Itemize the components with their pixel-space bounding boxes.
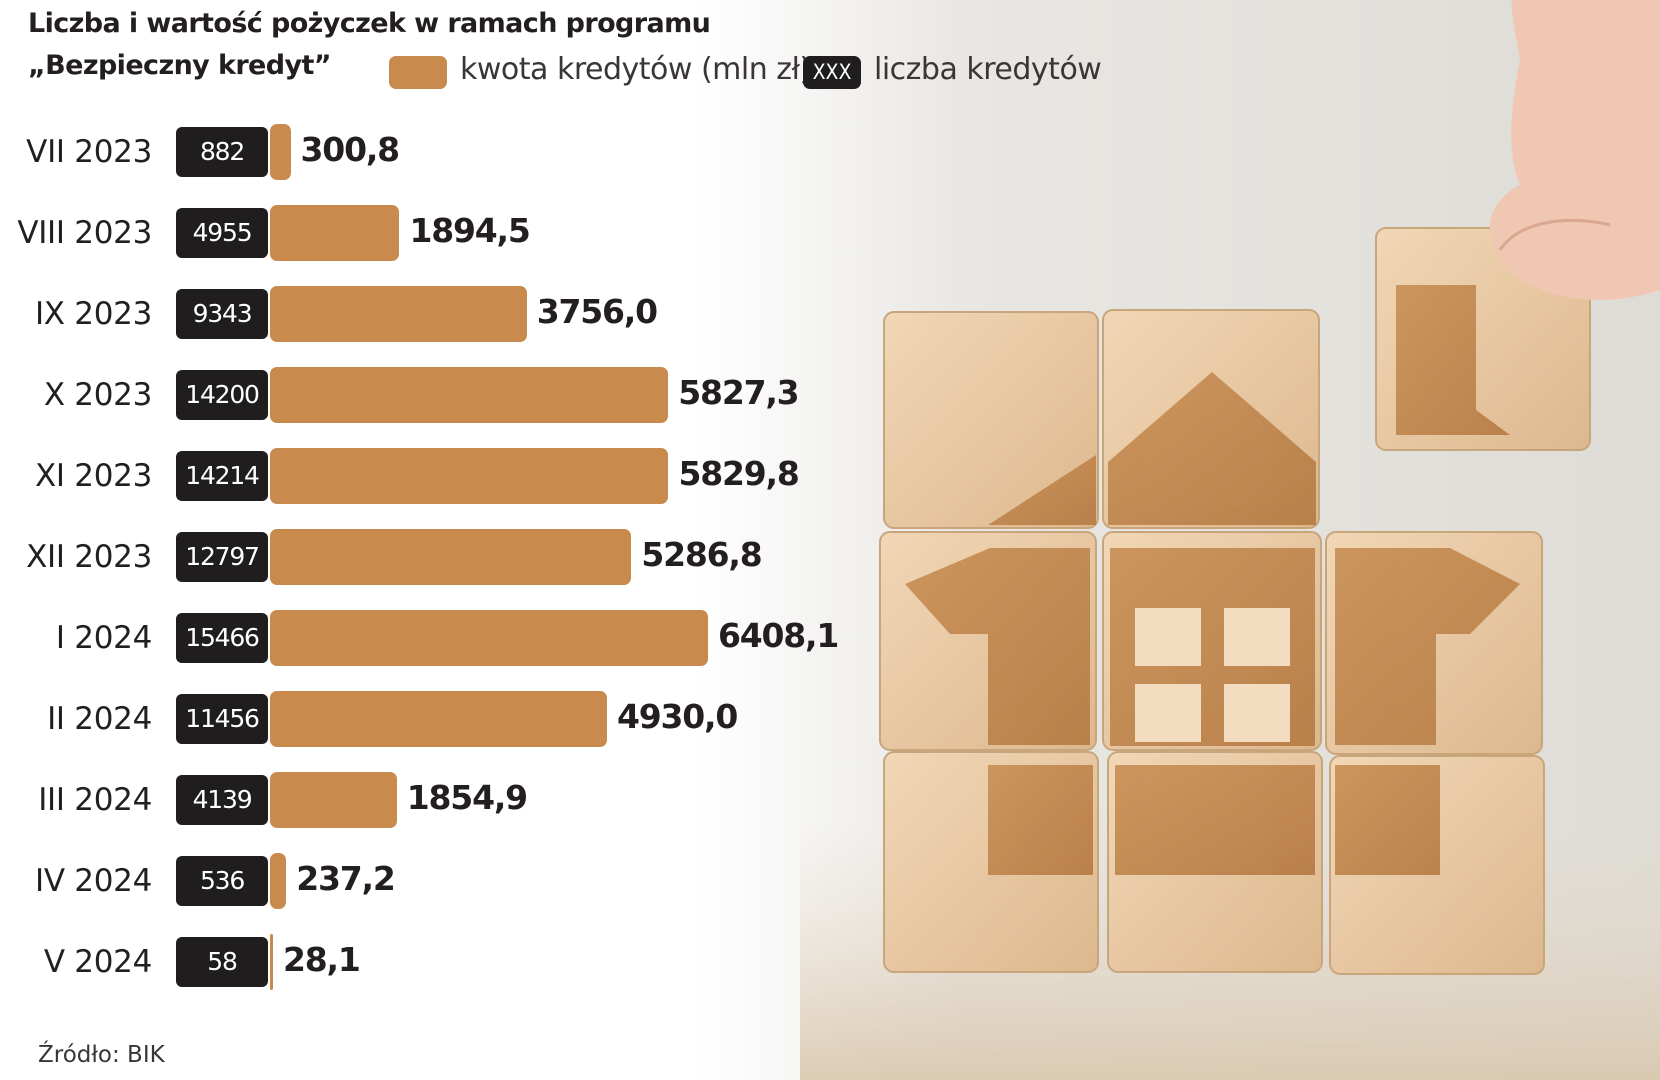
category-label: V 2024	[43, 944, 152, 980]
category-label: IX 2023	[34, 296, 152, 332]
legend-swatch-amount	[389, 56, 447, 89]
legend-label-amount: kwota kredytów (mln zł)	[460, 52, 811, 87]
category-label: XI 2023	[34, 458, 152, 494]
amount-value-label: 300,8	[300, 130, 401, 169]
category-label: VIII 2023	[17, 215, 152, 251]
amount-bar	[270, 772, 397, 828]
amount-bar	[270, 286, 527, 342]
amount-bar	[270, 124, 291, 180]
count-label: 9343	[176, 289, 268, 339]
amount-value-label: 6408,1	[718, 616, 839, 655]
amount-bar	[270, 691, 607, 747]
amount-value-label: 5827,3	[678, 373, 799, 412]
amount-value-label: 28,1	[283, 940, 361, 979]
legend-swatch-count: XXX	[803, 56, 861, 89]
amount-bar	[270, 448, 669, 504]
count-label: 4139	[176, 775, 268, 825]
count-label: 58	[176, 937, 268, 987]
count-label: 12797	[176, 532, 268, 582]
count-label: 14200	[176, 370, 268, 420]
amount-bar	[270, 610, 708, 666]
amount-value-label: 3756,0	[536, 292, 658, 331]
category-label: II 2024	[47, 701, 152, 737]
chart-title-line2: „Bezpieczny kredyt”	[28, 50, 332, 81]
category-label: IV 2024	[35, 863, 152, 899]
amount-value-label: 1854,9	[406, 778, 528, 817]
amount-bar	[270, 205, 400, 261]
category-label: VII 2023	[26, 134, 152, 170]
amount-bar	[270, 367, 669, 423]
amount-value-label: 5286,8	[641, 535, 762, 574]
amount-value-label: 237,2	[296, 859, 396, 898]
amount-value-label: 1894,5	[409, 211, 530, 250]
count-label: 882	[176, 127, 268, 177]
category-label: I 2024	[55, 620, 152, 656]
category-label: X 2023	[43, 377, 152, 413]
count-label: 4955	[176, 208, 268, 258]
legend-label-count: liczba kredytów	[874, 52, 1102, 87]
chart-title-line1: Liczba i wartość pożyczek w ramach progr…	[28, 8, 711, 39]
count-label: 11456	[176, 694, 268, 744]
amount-bar	[270, 853, 287, 909]
amount-value-label: 4930,0	[616, 697, 738, 736]
count-label: 15466	[176, 613, 268, 663]
category-label: XII 2023	[26, 539, 152, 575]
count-label: 536	[176, 856, 268, 906]
amount-value-label: 5829,8	[678, 454, 799, 493]
amount-bar	[270, 934, 273, 990]
count-label: 14214	[176, 451, 268, 501]
source-note: Źródło: BIK	[38, 1042, 165, 1068]
category-label: III 2024	[38, 782, 152, 818]
amount-bar	[270, 529, 632, 585]
